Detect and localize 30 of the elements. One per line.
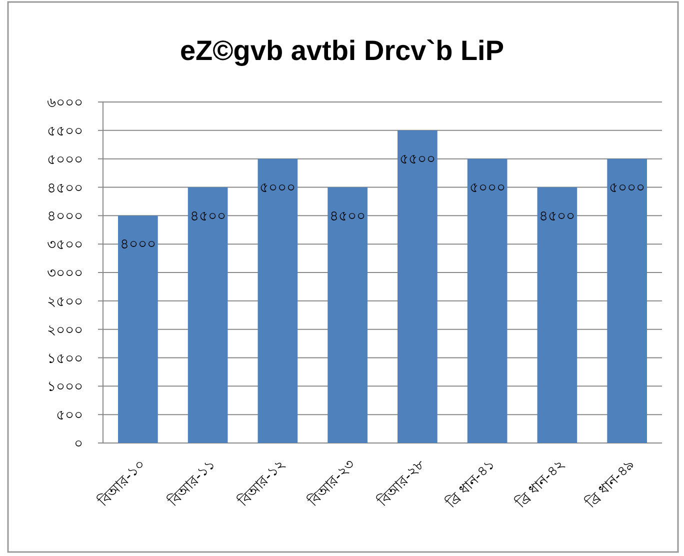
y-tick-label: ৪৫০০ (47, 180, 83, 196)
y-tick-label: ৩০০০ (47, 266, 83, 282)
bar (537, 187, 578, 443)
y-tick-label: ৫০০০ (47, 152, 83, 168)
data-label: ৫০০০ (609, 180, 646, 196)
bar (328, 187, 368, 443)
data-label: ৫০০০ (469, 180, 506, 196)
y-tick-label: ৫০০ (56, 408, 83, 424)
y-tick-label: ১৫০০ (47, 350, 83, 367)
y-tick-label: ৩৫০০ (47, 237, 83, 254)
y-tick-label: ৬০০০ (47, 95, 83, 111)
data-label: ৪৫০০ (330, 208, 366, 224)
chart-title: eZ©gvb avtbi Drcv`b LiP (180, 35, 504, 66)
bar (258, 158, 298, 443)
y-tick-label: ১০০০ (47, 379, 83, 396)
data-label: ৫৫০০ (399, 151, 436, 168)
bar (607, 158, 647, 443)
data-label: ৪০০০ (120, 236, 156, 253)
bar (467, 158, 508, 443)
y-tick-label: ৫৫০০ (47, 123, 83, 140)
y-tick-label: ০ (74, 436, 83, 452)
y-tick-label: ২০০০ (47, 322, 83, 338)
y-tick-label: ২৫০০ (47, 294, 83, 310)
bar (118, 216, 158, 443)
y-tick-label: ৪০০০ (47, 208, 83, 225)
data-label: ৫০০০ (260, 180, 296, 196)
bar (188, 187, 228, 443)
data-label: ৪৫০০ (190, 208, 226, 224)
data-label: ৪৫০০ (539, 208, 576, 224)
bar (398, 130, 438, 443)
